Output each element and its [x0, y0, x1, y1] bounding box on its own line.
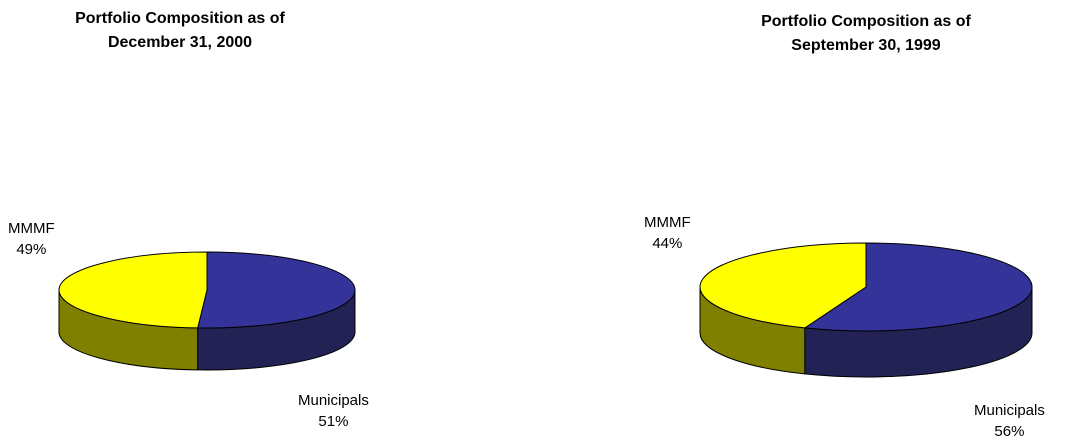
chart-title-line2: September 30, 1999	[791, 37, 941, 54]
slice-label-municipals: Municipals 51%	[298, 390, 369, 432]
slice-label-name: Municipals	[974, 402, 1045, 419]
slice-municipals	[803, 242, 1033, 332]
slice-mmmf	[699, 242, 867, 329]
chart-title-line1: Portfolio Composition as of	[75, 10, 285, 27]
slice-label-value: 49%	[16, 241, 47, 258]
pie-chart-sep-1999: Portfolio Composition as of September 30…	[534, 0, 1068, 443]
slice-label-name: Municipals	[298, 392, 369, 409]
slice-label-mmmf: MMMF 44%	[644, 212, 691, 254]
chart-title: Portfolio Composition as of September 30…	[716, 10, 1016, 58]
slice-label-value: 51%	[318, 413, 349, 430]
pie-chart-dec-2000: Portfolio Composition as of December 31,…	[8, 7, 369, 432]
chart-title: Portfolio Composition as of December 31,…	[30, 7, 330, 55]
chart-title-line2: December 31, 2000	[107, 34, 253, 51]
chart-title-line1: Portfolio Composition as of	[761, 13, 971, 30]
slice-label-value: 56%	[994, 423, 1025, 440]
slice-municipals	[197, 251, 356, 329]
pie-graphic	[699, 242, 1033, 378]
slice-mmmf	[58, 251, 208, 329]
slice-label-name: MMMF	[644, 214, 691, 231]
slice-label-value: 44%	[652, 235, 683, 252]
slice-label-name: MMMF	[8, 220, 55, 237]
slice-label-municipals: Municipals 56%	[974, 400, 1045, 442]
slice-label-mmmf: MMMF 49%	[8, 218, 55, 260]
pie-graphic	[58, 251, 356, 371]
